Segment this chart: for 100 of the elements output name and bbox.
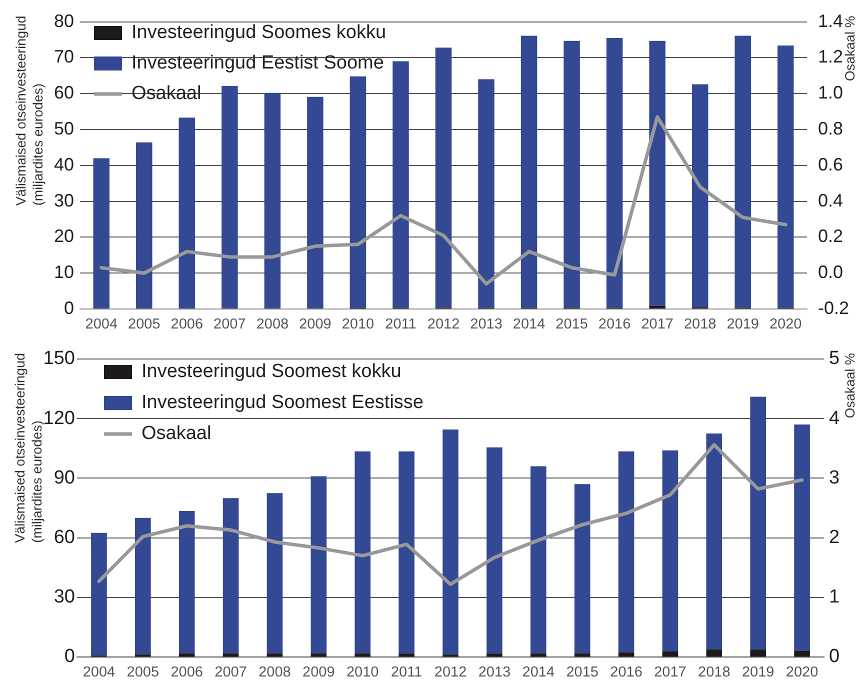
x-tick-label: 2018 — [684, 316, 716, 333]
y-tick-label: 120 — [43, 408, 75, 429]
bar — [777, 45, 794, 308]
bar — [706, 649, 722, 656]
bar — [398, 451, 414, 654]
bar — [354, 451, 371, 654]
bar — [435, 48, 452, 308]
y2-tick-label: 1.4 — [818, 10, 844, 31]
y-tick-label: 10 — [54, 262, 74, 282]
bar — [136, 142, 152, 308]
y2-tick-label: 0.6 — [818, 154, 844, 174]
y2-tick-label: 0.2 — [818, 226, 844, 246]
y-tick-label: 90 — [54, 467, 75, 488]
bar — [392, 61, 409, 308]
y-axis-title: Välismaised otseinvesteeringud (miljardites eurodes) — [14, 16, 46, 206]
y2-tick-label: 1 — [829, 586, 840, 608]
y2-tick-label: 0.4 — [818, 190, 844, 210]
bar — [574, 653, 590, 656]
legend-label: Investeeringud Eestist Soome — [132, 52, 384, 74]
x-tick-label: 2004 — [85, 316, 118, 333]
bar — [307, 96, 324, 308]
x-tick-label: 2013 — [470, 316, 502, 333]
bar — [530, 466, 546, 654]
y2-tick-label: 2 — [829, 527, 840, 548]
bar — [478, 79, 494, 308]
x-tick-label: 2012 — [427, 316, 460, 333]
bar — [442, 430, 458, 654]
bar — [222, 498, 239, 654]
bar — [574, 484, 590, 654]
bar — [93, 158, 110, 308]
bar — [178, 653, 195, 656]
x-tick-label: 2009 — [302, 664, 335, 681]
bar — [692, 84, 708, 308]
y2-tick-label: 1.0 — [818, 82, 844, 103]
bar — [520, 36, 538, 308]
x-tick-label: 2009 — [299, 316, 332, 333]
x-tick-label: 2020 — [786, 664, 818, 681]
x-tick-label: 2013 — [478, 664, 511, 681]
y2-tick-label: 0.8 — [818, 118, 844, 138]
x-tick-label: 2019 — [726, 316, 759, 333]
bar — [606, 38, 623, 308]
x-tick-label: 2018 — [698, 664, 730, 681]
bar — [662, 450, 678, 652]
legend-label: Osakaal — [142, 423, 212, 444]
x-tick-label: 2005 — [128, 316, 160, 333]
bar — [750, 396, 766, 650]
x-tick-label: 2015 — [556, 316, 588, 333]
x-tick-label: 2016 — [598, 316, 631, 333]
bar — [264, 92, 281, 308]
x-tick-label: 2008 — [258, 664, 291, 681]
x-tick-label: 2005 — [126, 664, 160, 681]
bar — [618, 451, 634, 652]
y2-tick-label: 0 — [829, 646, 840, 668]
x-tick-label: 2014 — [522, 664, 555, 681]
x-tick-label: 2015 — [566, 664, 598, 681]
y2-tick-label: 0.0 — [818, 262, 844, 282]
y2-axis-title: Osakaal % — [842, 16, 858, 82]
y-axis-title: Välismaised otseinvesteeringud (miljardites eurodes) — [12, 353, 45, 543]
bar — [649, 306, 666, 308]
x-tick-label: 2012 — [434, 664, 467, 681]
x-tick-label: 2010 — [342, 316, 374, 333]
y2-tick-label: 4 — [829, 408, 840, 429]
x-tick-label: 2017 — [654, 664, 686, 681]
bar — [350, 76, 366, 308]
bar — [310, 476, 327, 654]
bar — [398, 653, 414, 656]
y-tick-label: 20 — [54, 226, 74, 246]
y-tick-label: 150 — [43, 348, 75, 370]
x-tick-label: 2011 — [385, 316, 416, 333]
bar — [649, 40, 666, 306]
bar — [486, 447, 502, 654]
legend-label: Investeeringud Soomes kokku — [132, 22, 386, 44]
bar — [706, 434, 722, 650]
bar — [222, 86, 238, 308]
legend-label: Investeeringud Soomest kokku — [142, 361, 402, 382]
x-tick-label: 2004 — [82, 664, 116, 681]
y2-axis-title: Osakaal % — [842, 353, 858, 418]
bar — [486, 653, 502, 656]
y-tick-label: 0 — [64, 646, 75, 668]
x-tick-label: 2014 — [512, 316, 546, 333]
y-tick-label: 30 — [54, 190, 74, 210]
y-tick-label: 60 — [54, 82, 74, 103]
x-tick-label: 2016 — [610, 664, 642, 681]
y-tick-label: 50 — [54, 118, 74, 138]
y2-tick-label: 5 — [829, 348, 840, 370]
x-tick-label: 2007 — [214, 316, 246, 333]
y-tick-label: 30 — [54, 586, 75, 608]
bar — [354, 653, 371, 656]
bar — [750, 649, 766, 656]
y-tick-label: 80 — [54, 10, 74, 31]
bar — [222, 653, 239, 656]
bar — [266, 493, 283, 654]
bar — [734, 36, 751, 308]
bar — [178, 118, 196, 308]
bar — [178, 510, 195, 654]
y-tick-label: 40 — [54, 154, 74, 174]
x-tick-label: 2006 — [170, 664, 203, 681]
y2-tick-label: 3 — [829, 467, 840, 488]
x-tick-label: 2020 — [769, 316, 802, 333]
x-tick-label: 2017 — [641, 316, 674, 333]
